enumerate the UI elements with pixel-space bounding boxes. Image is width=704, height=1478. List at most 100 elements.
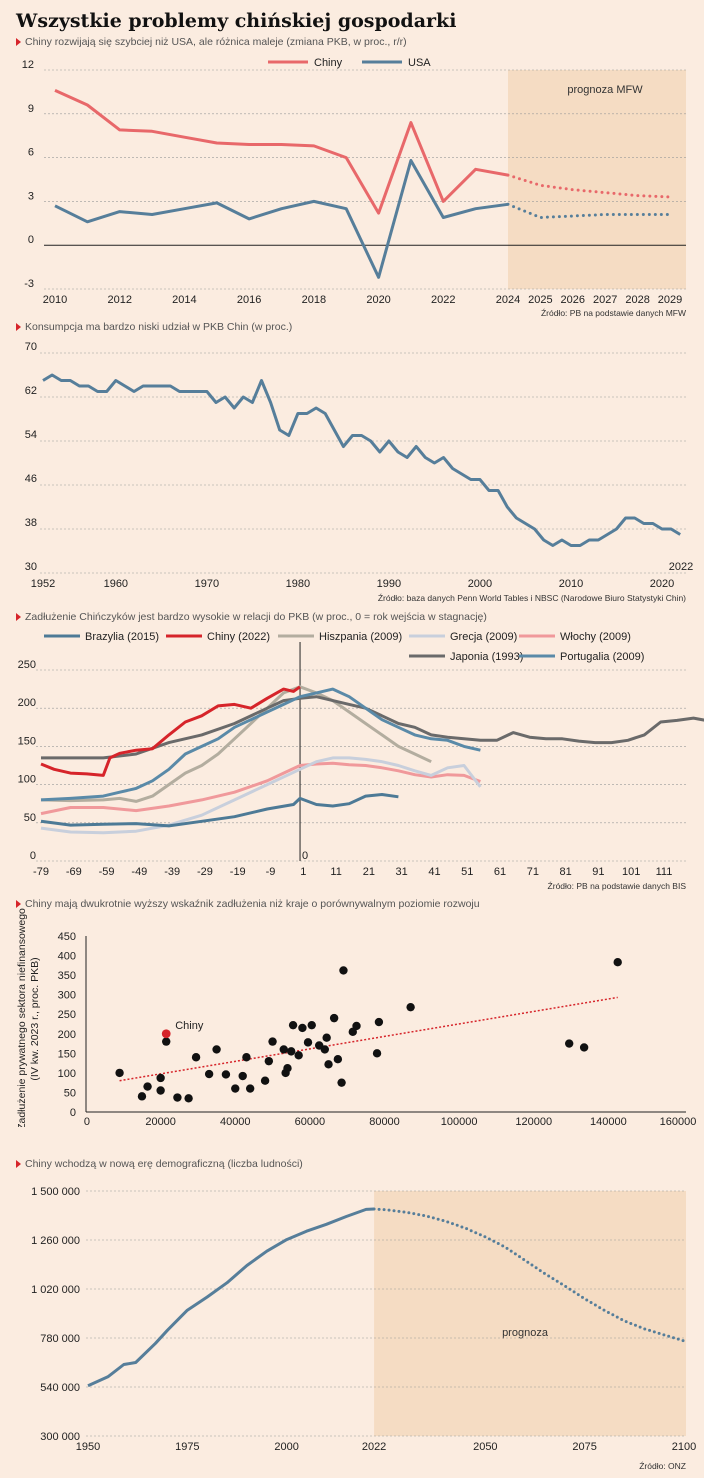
chart5-subtitle-text: Chiny wchodzą w nową erę demograficzną (… bbox=[25, 1158, 303, 1170]
population-chart: prognoza 1 500 000 1 260 000 1 020 000 780 0… bbox=[31, 1186, 696, 1471]
x-tick-label: 2014 bbox=[172, 294, 196, 306]
scatter-point bbox=[156, 1073, 165, 1083]
y-tick-label: 30 bbox=[25, 561, 37, 573]
x-tick-label: 2020 bbox=[650, 578, 674, 590]
x-tick-label: 1960 bbox=[104, 578, 128, 590]
x-tick-label: 111 bbox=[656, 866, 673, 878]
y-tick-label: 38 bbox=[25, 517, 37, 529]
x-tick-label: 91 bbox=[592, 866, 604, 878]
y-tick-label: 1 260 000 bbox=[31, 1235, 80, 1247]
x-tick-label: 2000 bbox=[274, 1441, 298, 1453]
consumption-chart: 70 62 54 46 38 30 1952 1960 1970 1980 1990 2000 2010… bbox=[25, 341, 693, 603]
x-tick-label: 2029 bbox=[658, 294, 682, 306]
scatter-point bbox=[337, 1078, 346, 1087]
x-tick-label: 60000 bbox=[295, 1116, 326, 1127]
scatter-point bbox=[352, 1021, 361, 1031]
x-tick-label: 40000 bbox=[220, 1116, 251, 1127]
legend-label-2: Hiszpania (2009) bbox=[319, 631, 402, 643]
x-tick-label: 160000 bbox=[660, 1116, 697, 1127]
y-tick-label: 150 bbox=[18, 735, 36, 747]
scatter-point bbox=[162, 1037, 171, 1046]
end-year-label: 2022 bbox=[669, 561, 693, 573]
scatter-point bbox=[613, 958, 622, 967]
y-tick-label: 62 bbox=[25, 385, 37, 397]
y-tick-label: 50 bbox=[24, 812, 36, 824]
scatter-point bbox=[242, 1053, 251, 1062]
series-forecast-0 bbox=[506, 173, 672, 199]
scatter-point bbox=[324, 1060, 333, 1069]
scatter-point bbox=[287, 1047, 296, 1056]
x-tick-label: 120000 bbox=[515, 1116, 552, 1127]
x-tick-label: 21 bbox=[363, 866, 375, 878]
scatter-point bbox=[333, 1055, 343, 1064]
scatter-point bbox=[268, 1037, 277, 1046]
scatter-point bbox=[191, 1053, 201, 1062]
y-axis-title-1: Zadłużenie prywatnego sektora niefinanso… bbox=[16, 908, 28, 1127]
chart2-subtitle: Konsumpcja ma bardzo niski udział w PKB … bbox=[16, 321, 292, 333]
x-tick-label: 1975 bbox=[175, 1441, 199, 1453]
forecast-label: prognoza bbox=[502, 1327, 549, 1339]
y-tick-label: 6 bbox=[28, 147, 34, 159]
x-tick-label: 0 bbox=[84, 1116, 90, 1127]
chart4-subtitle: Chiny mają dwukrotnie wyższy wskaźnik za… bbox=[16, 898, 480, 910]
y-tick-label: 9 bbox=[28, 103, 34, 115]
x-tick-label: 80000 bbox=[369, 1116, 400, 1127]
legend-label-4: Włochy (2009) bbox=[560, 631, 631, 643]
bullet-arrow-icon bbox=[16, 1160, 21, 1169]
scatter-point bbox=[156, 1086, 165, 1095]
x-tick-label: -19 bbox=[230, 866, 246, 878]
debt-scatter-chart: 450 400 350 300 250 200 150 100 50 00 20000 40000 60… bbox=[16, 908, 697, 1127]
x-tick-label: -39 bbox=[164, 866, 180, 878]
series-forecast-1 bbox=[506, 202, 672, 220]
scatter-point bbox=[339, 966, 348, 975]
y-tick-label: 50 bbox=[64, 1087, 76, 1099]
x-tick-label: 2025 bbox=[528, 294, 552, 306]
y-tick-label: 70 bbox=[25, 341, 37, 353]
x-tick-label: 41 bbox=[428, 866, 440, 878]
scatter-point bbox=[322, 1033, 331, 1042]
x-tick-label: -59 bbox=[99, 866, 115, 878]
x-tick-label: 140000 bbox=[590, 1116, 627, 1127]
consumption-line bbox=[42, 373, 681, 547]
legend-label-3: Grecja (2009) bbox=[450, 631, 517, 643]
scatter-point bbox=[173, 1093, 182, 1102]
y-tick-label: 250 bbox=[18, 659, 36, 671]
zero-year-label: 0 bbox=[302, 850, 308, 862]
population-line bbox=[87, 1207, 375, 1388]
scatter-point bbox=[303, 1038, 313, 1047]
x-tick-label: -29 bbox=[197, 866, 213, 878]
bullet-arrow-icon bbox=[16, 613, 21, 622]
scatter-point bbox=[204, 1069, 214, 1079]
y-tick-label: 1 020 000 bbox=[31, 1284, 80, 1296]
x-tick-label: 31 bbox=[396, 866, 408, 878]
scatter-point bbox=[288, 1020, 298, 1030]
scatter-point bbox=[245, 1084, 255, 1093]
legend-label-china: Chiny bbox=[314, 57, 343, 69]
y-tick-label: 0 bbox=[30, 850, 36, 862]
x-tick-label: 1950 bbox=[76, 1441, 100, 1453]
page-title: Wszystkie problemy chińskiej gospodarki bbox=[16, 10, 457, 32]
scatter-point bbox=[307, 1020, 316, 1030]
x-tick-label: 20000 bbox=[145, 1116, 176, 1127]
series-line-0 bbox=[40, 793, 399, 828]
scatter-point bbox=[115, 1068, 124, 1078]
x-tick-label: 2018 bbox=[302, 294, 326, 306]
y-tick-label: 300 000 bbox=[40, 1431, 80, 1443]
y-tick-label: 250 bbox=[58, 1009, 76, 1021]
y-tick-label: 780 000 bbox=[40, 1333, 80, 1345]
scatter-point bbox=[212, 1045, 221, 1054]
x-tick-label: 71 bbox=[527, 866, 539, 878]
x-tick-label: 100000 bbox=[441, 1116, 478, 1127]
series-line-2 bbox=[40, 685, 432, 803]
series-line-6 bbox=[40, 687, 481, 802]
y-axis-title-2: (IV kw. 2023 r., proc. PKB) bbox=[29, 957, 41, 1080]
chart2-subtitle-text: Konsumpcja ma bardzo niski udział w PKB … bbox=[25, 321, 293, 333]
x-tick-label: 2026 bbox=[561, 294, 585, 306]
y-tick-label: 540 000 bbox=[40, 1382, 80, 1394]
x-tick-label: 81 bbox=[560, 866, 572, 878]
x-tick-label: 61 bbox=[494, 866, 506, 878]
scatter-point bbox=[184, 1094, 193, 1103]
bullet-arrow-icon bbox=[16, 900, 21, 909]
x-tick-label: -79 bbox=[33, 866, 49, 878]
